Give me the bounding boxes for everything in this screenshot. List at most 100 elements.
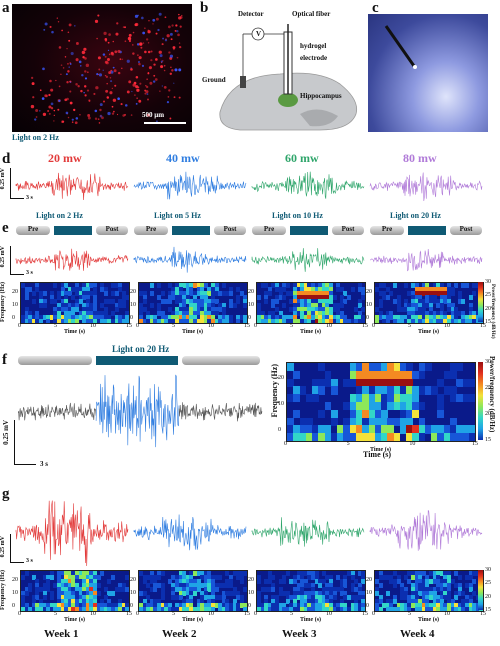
spectrogram-cell [196, 283, 201, 288]
spectrogram-cell [278, 607, 283, 611]
spectrogram-cell [96, 319, 101, 323]
spectrogram-cell [146, 311, 151, 316]
spectrogram-cell [318, 311, 323, 316]
e-spectrogram-1-xtick: 0 [18, 323, 21, 329]
spectrogram-cell [35, 311, 40, 316]
spectrogram-cell [436, 603, 441, 608]
spectrogram-cell [118, 607, 123, 611]
spectrogram-cell [207, 587, 212, 592]
spectrogram-cell [407, 595, 412, 600]
spectrogram-cell [314, 287, 319, 292]
fluorescence-dot [48, 105, 52, 109]
spectrogram-cell [31, 291, 36, 296]
spectrogram-cell [461, 599, 466, 604]
spectrogram-cell [329, 295, 334, 300]
spectrogram-cell [114, 291, 119, 296]
spectrogram-cell [429, 307, 434, 312]
spectrogram-cell [200, 595, 205, 600]
spectrogram-cell [425, 303, 430, 308]
spectrogram-cell [314, 299, 319, 304]
spectrogram-cell [321, 303, 326, 308]
spectrogram-cell [167, 603, 172, 608]
spectrogram-cell [111, 319, 116, 323]
spectrogram-cell [421, 587, 426, 592]
spectrogram-cell [321, 571, 326, 576]
spectrogram-cell [300, 591, 305, 596]
spectrogram-cell [75, 607, 80, 611]
spectrogram-cell [24, 315, 29, 320]
fluorescence-dot [78, 60, 82, 64]
fluorescence-dot [53, 114, 55, 117]
spectrogram-cell [411, 291, 416, 296]
spectrogram-cell [436, 575, 441, 580]
spectrogram-cell [24, 311, 29, 316]
spectrogram-cell [82, 591, 87, 596]
spectrogram-cell [178, 583, 183, 588]
spectrogram-cell [355, 363, 363, 372]
spectrogram-cell [111, 607, 116, 611]
spectrogram-cell [414, 291, 419, 296]
e-spectrogram-3-xtick: 0 [254, 323, 257, 329]
spectrogram-cell [175, 299, 180, 304]
spectrogram-cell [203, 579, 208, 584]
spectrogram-cell [393, 607, 398, 611]
spectrogram-cell [100, 599, 105, 604]
spectrogram-cell [349, 417, 357, 426]
spectrogram-cell [457, 575, 462, 580]
spectrogram-cell [325, 595, 330, 600]
spectrogram-cell [375, 307, 380, 312]
spectrogram-cell [457, 587, 462, 592]
spectrogram-cell [189, 291, 194, 296]
spectrogram-cell [414, 603, 419, 608]
fluorescence-dot [176, 29, 179, 33]
e-spectrogram-2-xtick: 0 [136, 323, 139, 329]
spectrogram-cell [300, 299, 305, 304]
fluorescence-dot [138, 56, 142, 60]
spectrogram-cell [78, 607, 83, 611]
spectrogram-cell [89, 591, 94, 596]
spectrogram-cell [468, 425, 475, 434]
spectrogram-cell [203, 303, 208, 308]
e-spectrogram-4-cbar-tick: 20 [485, 305, 491, 312]
spectrogram-cell [293, 319, 298, 323]
spectrogram-cell [414, 303, 419, 308]
implant-photo [368, 14, 488, 132]
spectrogram-cell [93, 599, 98, 604]
e-ylabel: Frequency (Hz) [0, 282, 6, 323]
spectrogram-cell [239, 579, 244, 584]
spectrogram-cell [149, 283, 154, 288]
spectrogram-cell [89, 575, 94, 580]
spectrogram-cell [339, 311, 344, 316]
spectrogram-cell [39, 303, 44, 308]
spectrogram-cell [178, 591, 183, 596]
spectrogram-cell [85, 291, 90, 296]
fluorescence-dot [144, 92, 147, 95]
spectrogram-cell [167, 607, 172, 611]
spectrogram-cell [89, 307, 94, 312]
spectrogram-cell [211, 319, 216, 323]
e-post-pill-1: Post [96, 225, 128, 235]
spectrogram-cell [349, 394, 357, 403]
spectrogram-cell [93, 291, 98, 296]
spectrogram-cell [429, 579, 434, 584]
spectrogram-cell [400, 319, 405, 323]
fluorescence-dot [142, 31, 146, 35]
spectrogram-cell [149, 571, 154, 576]
spectrogram-cell [296, 319, 301, 323]
trace-e-3 [251, 248, 365, 272]
spectrogram-cell [303, 283, 308, 288]
spectrogram-cell [439, 307, 444, 312]
fluorescence-dot [57, 108, 60, 111]
spectrogram-cell [21, 575, 26, 580]
spectrogram-cell [293, 599, 298, 604]
spectrogram-cell [200, 287, 205, 292]
spectrogram-cell [355, 386, 363, 395]
spectrogram-cell [57, 591, 62, 596]
spectrogram-cell [82, 287, 87, 292]
spectrogram-cell [78, 575, 83, 580]
spectrogram-cell [49, 571, 54, 576]
spectrogram-cell [211, 603, 216, 608]
fluorescence-dot [152, 80, 156, 83]
spectrogram-cell [75, 303, 80, 308]
spectrogram-cell [114, 319, 119, 323]
